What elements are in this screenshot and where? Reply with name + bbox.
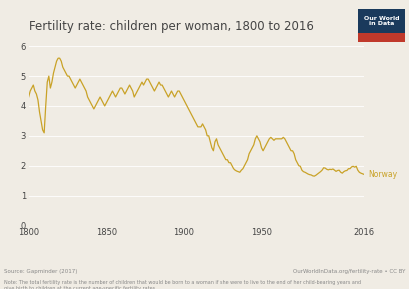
Text: Our World
in Data: Our World in Data (364, 16, 399, 26)
Text: Norway: Norway (368, 170, 397, 179)
Text: Fertility rate: children per woman, 1800 to 2016: Fertility rate: children per woman, 1800… (29, 20, 314, 33)
Text: Source: Gapminder (2017): Source: Gapminder (2017) (4, 269, 77, 274)
Text: Note: The total fertility rate is the number of children that would be born to a: Note: The total fertility rate is the nu… (4, 280, 361, 289)
Text: OurWorldInData.org/fertility-rate • CC BY: OurWorldInData.org/fertility-rate • CC B… (292, 269, 405, 274)
